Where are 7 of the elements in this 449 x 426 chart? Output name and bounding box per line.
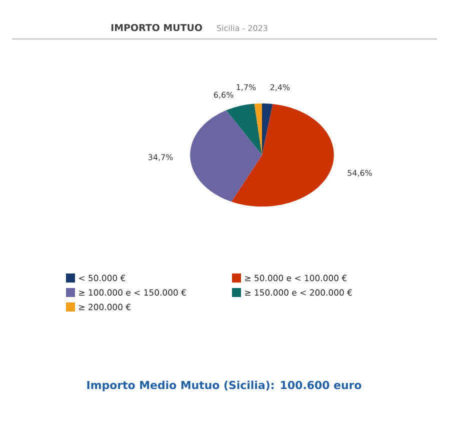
legend-label: ≥ 50.000 e < 100.000 € [245,274,347,282]
chart-title: IMPORTO MUTUO [111,24,202,32]
legend-label: < 50.000 € [79,274,126,282]
legend-label: ≥ 200.000 € [79,304,131,310]
text: Importo Medio Mutuo (Sicilia): 100.600 euro [87,380,362,392]
legend-label: ≥ 100.000 e < 150.000 € [79,289,186,296]
legend-label: ≥ 150.000 e < 200.000 € [245,289,352,296]
